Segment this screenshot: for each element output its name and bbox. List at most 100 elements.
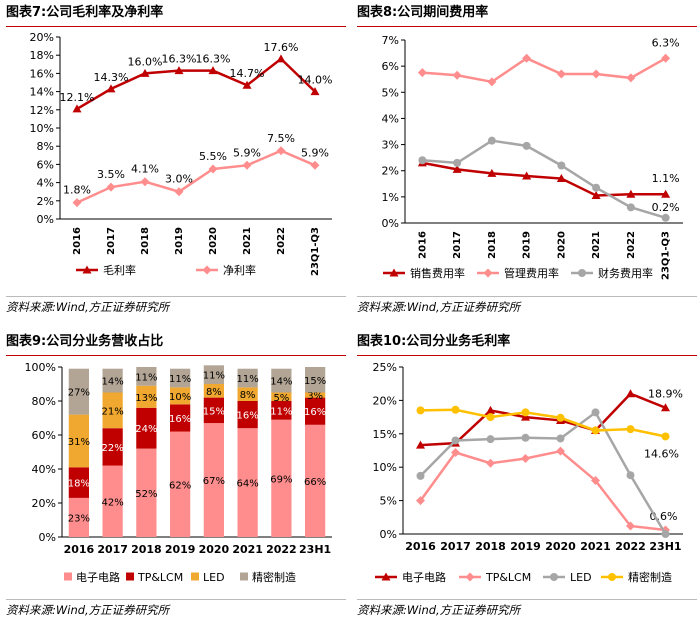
data-point [140, 68, 150, 77]
bar-data-label: 22% [102, 443, 124, 454]
legend-label: 电子电路 [402, 571, 446, 584]
data-point [556, 413, 565, 422]
data-label: 6.3% [652, 36, 680, 49]
series-line [422, 161, 666, 197]
data-point [416, 406, 425, 415]
data-point [208, 164, 218, 174]
bar-segment [136, 407, 157, 449]
data-point [626, 471, 635, 480]
bar-segment [170, 387, 191, 405]
bar-segment [237, 368, 258, 388]
bar-segment [170, 368, 191, 388]
bar-data-label: 11% [270, 406, 292, 417]
data-point [453, 158, 462, 167]
y-tick-label: 20% [30, 31, 54, 44]
bar-segment [136, 385, 157, 408]
bar-data-label: 15% [203, 406, 225, 417]
x-tick-label: 2016 [72, 227, 83, 255]
series-line [76, 57, 316, 110]
legend-label: LED [570, 571, 592, 584]
bar-segment [305, 367, 326, 393]
chart-source: 资料来源:Wind,方正证券研究所 [357, 599, 697, 618]
legend-label: TP&LCM [485, 571, 531, 584]
bar-segment [170, 404, 191, 432]
data-point [521, 433, 530, 442]
bar-data-label: 13% [135, 393, 157, 404]
data-point [452, 164, 462, 173]
y-tick-label: 18% [30, 49, 54, 62]
chart-title: 图表7:公司毛利率及净利率 [6, 2, 346, 27]
data-label: 14.3% [94, 71, 129, 84]
bar-data-label: 14% [102, 377, 124, 388]
data-point [591, 191, 601, 200]
bar-data-label: 15% [304, 376, 326, 387]
data-label: 16.3% [162, 53, 197, 66]
data-point [452, 70, 462, 80]
data-point [626, 189, 636, 198]
chart-source: 资料来源:Wind,方正证券研究所 [6, 599, 346, 618]
data-point [140, 177, 150, 187]
y-tick-label: 100% [25, 361, 56, 374]
data-point [661, 530, 670, 538]
series-line [419, 410, 667, 535]
data-label: 3.0% [165, 173, 193, 186]
bar-data-label: 67% [203, 476, 225, 487]
legend-label: 电子电路 [76, 571, 120, 584]
bar-segment [68, 414, 89, 468]
data-point [661, 189, 671, 198]
bar-data-label: 14% [270, 377, 292, 388]
y-tick-label: 40% [32, 463, 56, 476]
bar-data-label: 66% [304, 477, 326, 488]
bar-segment [271, 392, 292, 401]
legend-marker [196, 265, 218, 275]
series-line [422, 139, 666, 219]
x-tick-label: 2022 [276, 227, 287, 255]
bar-data-label: 8% [206, 387, 222, 398]
data-label: 0.2% [652, 201, 680, 214]
data-point [556, 174, 566, 183]
x-tick-label: 2022 [266, 543, 297, 556]
legend-marker-marker [202, 265, 212, 275]
chart8-expense-ratio: 0% 1% 2% 3% 4% 5% 6% 7% 2016 2017 2018 2019 2020 2021… [382, 34, 683, 280]
legend-marker [459, 572, 481, 582]
y-tick-label: 4% [382, 112, 399, 125]
data-point [522, 141, 531, 150]
legend-marker [375, 572, 397, 581]
data-point [106, 182, 116, 192]
data-point [486, 435, 495, 444]
y-tick-label: 0% [39, 531, 56, 544]
data-point [521, 454, 530, 464]
data-label: 12.1% [60, 91, 95, 104]
y-tick-label: 5% [380, 495, 397, 508]
data-label: 14.7% [230, 67, 265, 80]
x-tick-label: 2022 [626, 231, 637, 259]
data-point [417, 68, 427, 78]
bar-segment [305, 392, 326, 398]
bar-segment [68, 497, 89, 537]
legend-marker-marker [389, 268, 399, 277]
y-tick-label: 2% [382, 165, 399, 178]
series-line [420, 408, 666, 438]
x-tick-label: 2019 [510, 540, 541, 553]
data-point [486, 413, 495, 422]
data-point [487, 77, 497, 87]
data-point [276, 54, 286, 63]
bar-data-label: 16% [169, 414, 191, 425]
bar-data-label: 10% [169, 392, 191, 403]
legend-marker-marker [465, 572, 475, 582]
bar-segment [102, 428, 123, 466]
bar-data-label: 11% [237, 374, 259, 385]
panel-chart7: 图表7:公司毛利率及净利率 0% 2% 4% 6% 8% 10% 12% 14% 16% 18% 2… [6, 2, 346, 317]
x-tick-label: 2021 [591, 231, 602, 259]
data-point [626, 203, 635, 212]
legend-marker [477, 268, 499, 278]
data-label: 4.1% [131, 163, 159, 176]
bar-segment [237, 401, 258, 429]
y-tick-label: 6% [37, 158, 54, 171]
bar-data-label: 16% [237, 411, 259, 422]
data-point [522, 53, 532, 63]
panel-chart10: 图表10:公司分业务毛利率 0% 5% 10% 15% 20% 25% 2016 2017 20… [357, 331, 697, 622]
x-tick-label: 2020 [545, 540, 576, 553]
y-tick-label: 20% [32, 497, 56, 510]
bar-data-label: 11% [169, 374, 191, 385]
